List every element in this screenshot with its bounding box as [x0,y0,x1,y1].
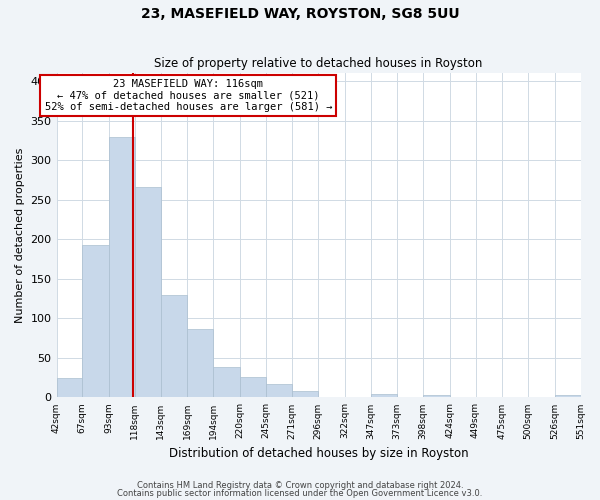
Bar [266,384,292,398]
Text: Contains public sector information licensed under the Open Government Licence v3: Contains public sector information licen… [118,489,482,498]
Bar [161,294,187,398]
Title: Size of property relative to detached houses in Royston: Size of property relative to detached ho… [154,56,483,70]
Bar [109,136,135,398]
Bar [371,394,397,398]
Bar [555,395,581,398]
Text: Contains HM Land Registry data © Crown copyright and database right 2024.: Contains HM Land Registry data © Crown c… [137,480,463,490]
Bar [187,330,213,398]
Bar [423,395,450,398]
Bar [82,245,109,398]
Y-axis label: Number of detached properties: Number of detached properties [15,148,25,323]
Bar [135,187,161,398]
Bar [318,396,345,398]
Text: 23 MASEFIELD WAY: 116sqm
← 47% of detached houses are smaller (521)
52% of semi-: 23 MASEFIELD WAY: 116sqm ← 47% of detach… [44,79,332,112]
Bar [240,377,266,398]
X-axis label: Distribution of detached houses by size in Royston: Distribution of detached houses by size … [169,447,469,460]
Bar [502,396,528,398]
Text: 23, MASEFIELD WAY, ROYSTON, SG8 5UU: 23, MASEFIELD WAY, ROYSTON, SG8 5UU [140,8,460,22]
Bar [292,391,318,398]
Bar [56,378,82,398]
Bar [213,368,240,398]
